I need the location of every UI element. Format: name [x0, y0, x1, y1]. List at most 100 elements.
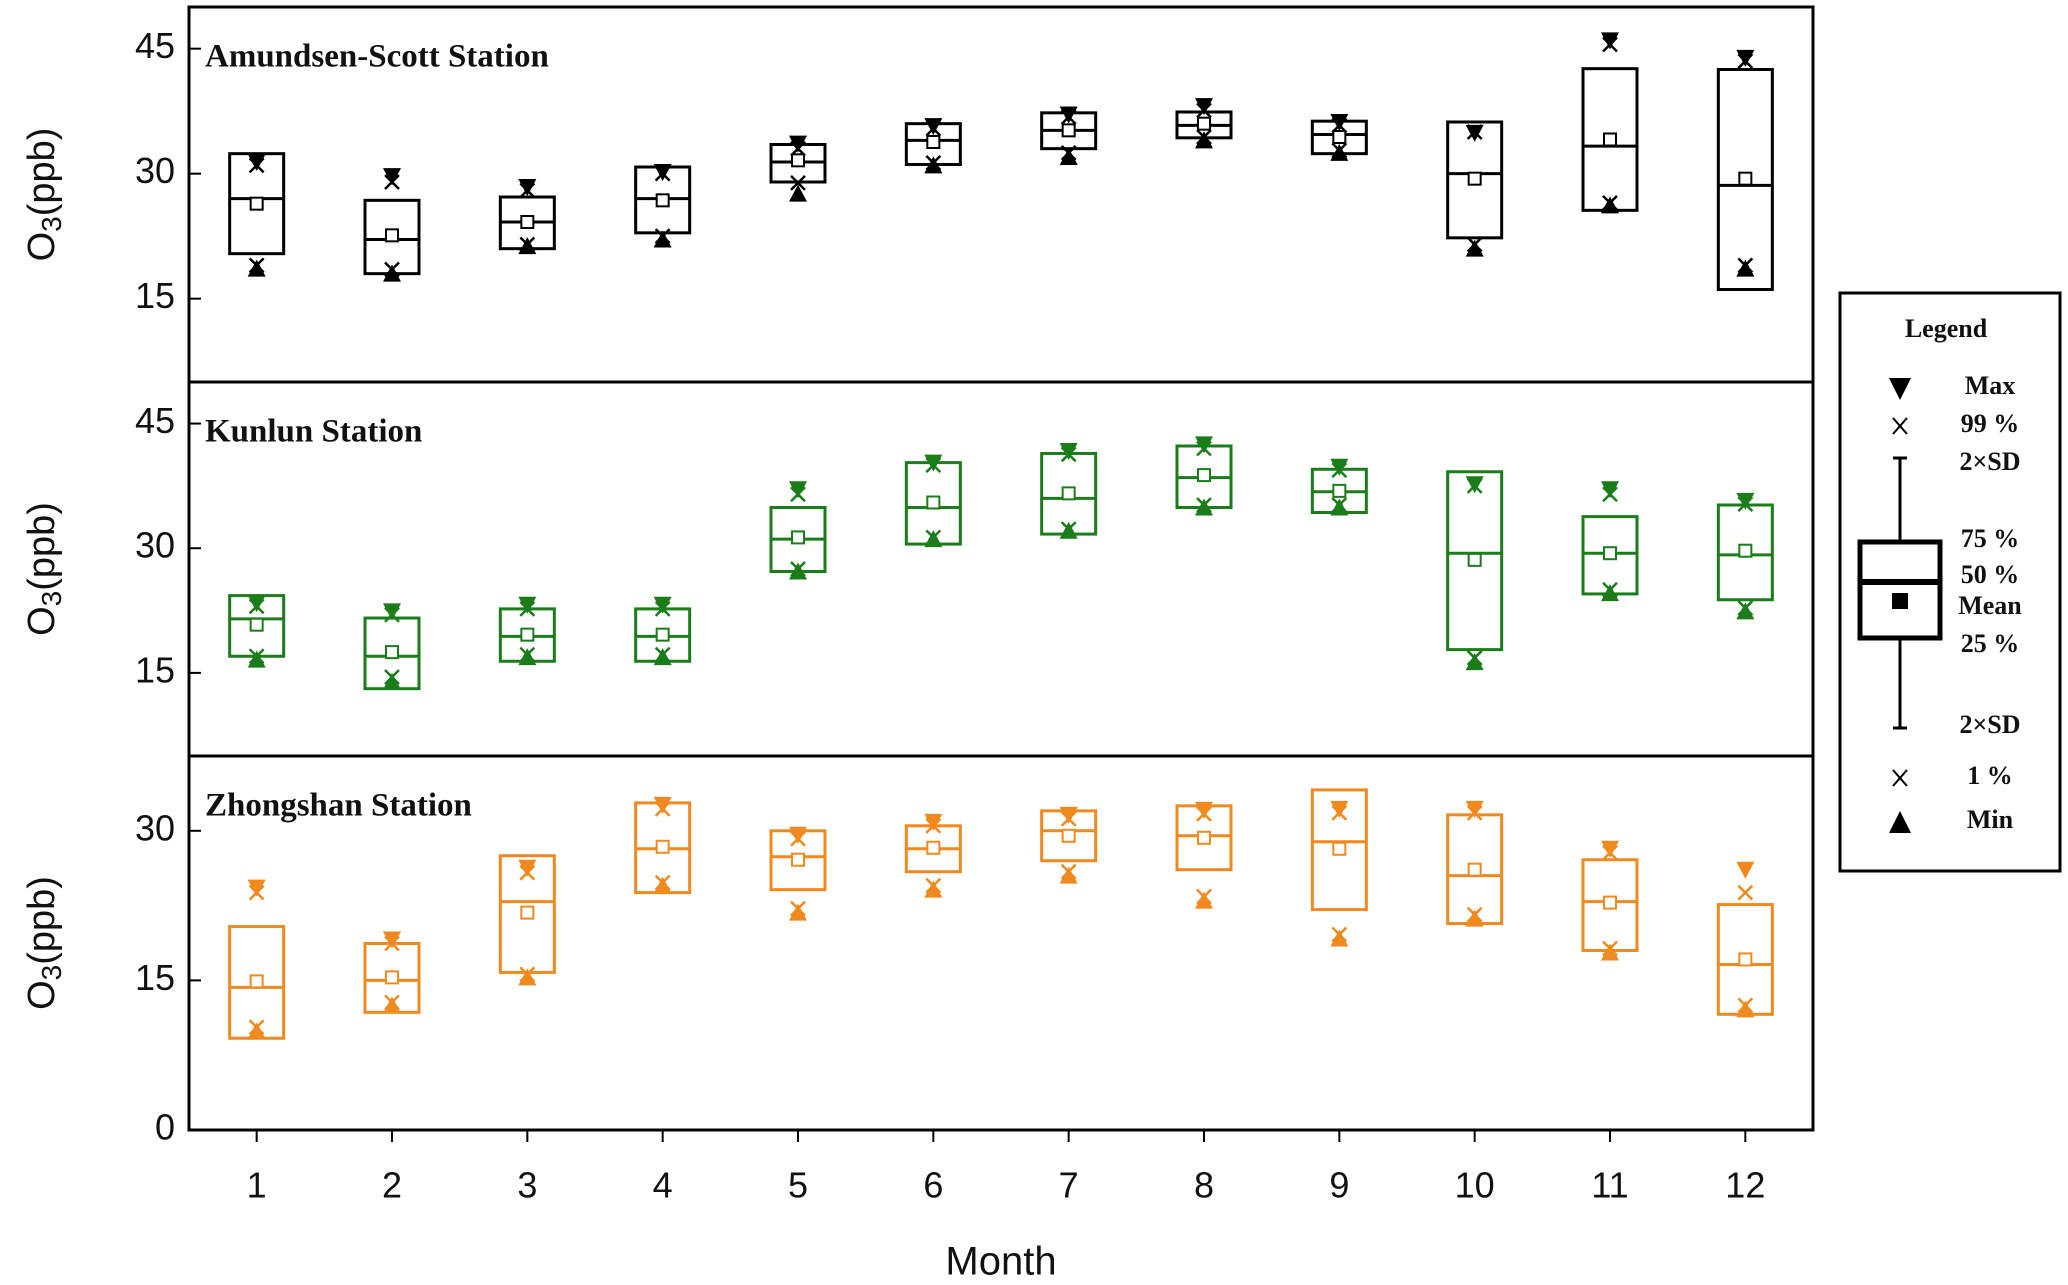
max-marker [383, 931, 401, 949]
p99-marker [654, 601, 671, 617]
legend-label: Min [1967, 805, 2014, 834]
p99-marker [1737, 496, 1754, 513]
mean-marker [655, 627, 670, 642]
legend-label: 1 % [1967, 761, 2013, 790]
legend-label: 25 % [1961, 629, 2020, 658]
plot-frame [187, 754, 1815, 1132]
p1-marker [925, 154, 942, 171]
mean-marker [249, 196, 264, 211]
min-marker [1465, 909, 1484, 927]
mean-marker [1197, 830, 1211, 845]
box [1446, 120, 1504, 240]
p99-marker [519, 182, 536, 199]
min-marker [1601, 584, 1619, 602]
min-marker [653, 648, 672, 666]
legend-label: 2×SD [1959, 447, 2020, 476]
p99-marker [1602, 844, 1618, 861]
legend-label: 99 % [1961, 409, 2020, 438]
x-tick-label: 4 [653, 1165, 673, 1206]
p99-marker [1331, 462, 1348, 478]
min-marker [247, 650, 266, 668]
y-label-sub: 3 [36, 965, 67, 981]
x-tick-label: 8 [1194, 1165, 1214, 1206]
mean-marker [249, 617, 264, 632]
p99-marker [1602, 486, 1618, 503]
mean-marker [1061, 486, 1076, 501]
min-marker [1601, 196, 1619, 214]
min-marker [383, 264, 401, 282]
mean-marker [1467, 552, 1482, 567]
mean-marker [520, 627, 535, 642]
min-marker [1465, 653, 1484, 671]
p99-marker [1466, 124, 1483, 140]
p99-marker [790, 140, 806, 157]
max-marker [924, 118, 943, 136]
x-tick-label: 12 [1725, 1165, 1765, 1206]
max-marker [1059, 106, 1078, 124]
max-marker [518, 179, 537, 196]
max-marker [653, 796, 672, 814]
p1-marker [1737, 600, 1754, 616]
p1-marker [384, 261, 400, 278]
box [228, 152, 286, 256]
mean-marker [791, 153, 805, 168]
mean-marker [1332, 841, 1347, 856]
max-marker [518, 596, 537, 614]
x-tick-label: 11 [1591, 1165, 1628, 1206]
mean-marker [520, 215, 535, 229]
p99-marker [1466, 478, 1483, 494]
mean-marker [1332, 130, 1347, 144]
y-label-sub: 3 [36, 216, 67, 232]
p99-marker [1331, 804, 1348, 821]
min-marker [1736, 602, 1755, 620]
max-marker [1195, 436, 1213, 454]
max-marker [247, 879, 266, 897]
min-marker [247, 1022, 266, 1040]
legend-label: Max [1965, 371, 2016, 400]
x-axis-label: Month [945, 1240, 1056, 1284]
min-marker [1736, 1000, 1755, 1018]
mean-marker [791, 852, 805, 867]
p1-marker [790, 900, 806, 917]
legend-box [1857, 539, 1943, 641]
max-marker [1059, 806, 1078, 824]
y-tick-label: 15 [135, 957, 175, 998]
p1-marker [1331, 926, 1348, 943]
y-tick-label: 45 [135, 400, 175, 441]
p1-marker [1466, 650, 1483, 666]
p1-marker [654, 646, 671, 663]
max-marker [247, 154, 266, 171]
mean-marker [1467, 862, 1482, 877]
p1-marker [384, 994, 400, 1011]
max-marker [653, 596, 672, 614]
p1-marker [1060, 521, 1077, 537]
mean-marker [385, 228, 399, 243]
min-marker [653, 230, 672, 248]
box [1310, 788, 1368, 912]
mean-marker [1197, 116, 1211, 131]
mean-marker [1332, 483, 1347, 498]
p1-marker [519, 646, 536, 663]
mean-marker [385, 645, 399, 660]
p99-marker [1060, 810, 1077, 827]
p99-marker [1331, 117, 1348, 134]
p99-marker [384, 606, 400, 623]
p99-marker [654, 165, 671, 182]
panel-title: Zhongshan Station [205, 788, 472, 824]
p1-marker [1602, 581, 1618, 598]
legend-mean-glyph [1892, 593, 1908, 609]
y-axis-label: O3(ppb) [21, 876, 67, 1010]
p99-marker [925, 457, 942, 473]
min-marker [924, 880, 943, 898]
p1-marker [248, 1019, 265, 1036]
y-tick-label: 30 [135, 150, 175, 191]
box [1446, 470, 1504, 652]
x-tick-label: 1 [247, 1165, 267, 1206]
x-tick-label: 3 [517, 1165, 537, 1206]
p1-marker [1060, 144, 1077, 161]
p1-marker [925, 877, 942, 894]
legend-max-glyph [1889, 378, 1911, 400]
x-tick-label: 7 [1059, 1165, 1079, 1206]
legend-label: 75 % [1961, 524, 2020, 553]
min-marker [789, 903, 807, 921]
